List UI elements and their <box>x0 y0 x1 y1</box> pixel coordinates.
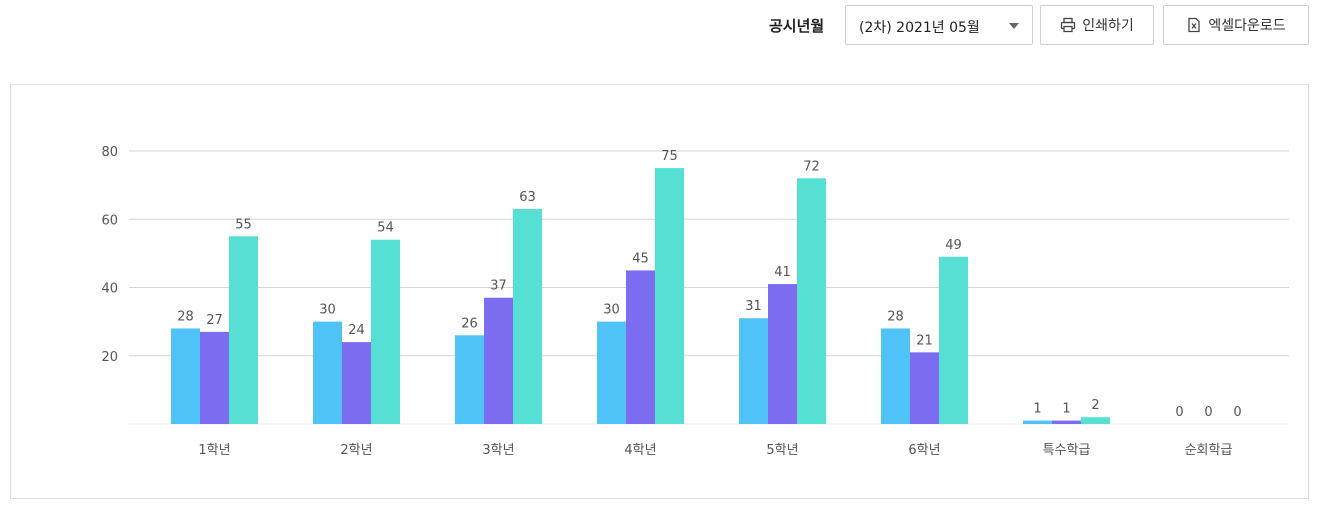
data-label: 63 <box>519 190 536 205</box>
data-label: 0 <box>1204 405 1212 420</box>
bar <box>513 209 542 424</box>
x-tick-label: 1학년 <box>198 443 230 458</box>
bar <box>910 352 939 424</box>
printer-icon <box>1061 17 1076 33</box>
bar <box>1052 420 1081 424</box>
bar <box>939 256 968 424</box>
data-label: 27 <box>206 313 223 328</box>
x-tick-label: 특수학급 <box>1043 443 1091 458</box>
bar <box>768 284 797 424</box>
bar <box>626 270 655 424</box>
bar <box>200 331 229 424</box>
bar <box>1023 420 1052 424</box>
bar <box>797 178 826 424</box>
data-label: 45 <box>632 251 649 266</box>
data-label: 24 <box>348 323 365 338</box>
data-label: 49 <box>945 238 962 253</box>
bar <box>229 236 258 424</box>
x-tick-label: 3학년 <box>482 443 514 458</box>
data-label: 1 <box>1033 402 1041 417</box>
data-label: 30 <box>319 303 336 318</box>
print-button[interactable]: 인쇄하기 <box>1040 5 1154 45</box>
toolbar: 공시년월 (2차) 2021년 05월 인쇄하기 엑셀다운로드 <box>0 0 1320 60</box>
data-label: 31 <box>745 299 762 314</box>
excel-file-icon <box>1188 17 1201 33</box>
chevron-down-icon <box>1009 23 1019 29</box>
bar <box>455 335 484 424</box>
data-label: 26 <box>461 316 478 331</box>
data-label: 1 <box>1062 402 1070 417</box>
bar <box>1081 417 1110 424</box>
period-select[interactable]: (2차) 2021년 05월 <box>845 5 1033 45</box>
data-label: 41 <box>774 265 791 280</box>
bar <box>597 321 626 424</box>
y-tick-label: 40 <box>101 282 118 297</box>
bar <box>484 297 513 424</box>
bar <box>171 328 200 424</box>
bar <box>655 168 684 424</box>
data-label: 30 <box>603 303 620 318</box>
period-select-value: (2차) 2021년 05월 <box>859 20 980 36</box>
data-label: 37 <box>490 279 507 294</box>
x-tick-label: 4학년 <box>624 443 656 458</box>
x-tick-label: 순회학급 <box>1185 443 1233 458</box>
print-button-label: 인쇄하기 <box>1082 18 1134 34</box>
x-tick-label: 2학년 <box>340 443 372 458</box>
data-label: 72 <box>803 159 820 174</box>
y-tick-label: 80 <box>101 145 118 160</box>
data-label: 21 <box>916 333 933 348</box>
y-tick-label: 60 <box>101 213 118 228</box>
data-label: 0 <box>1175 405 1183 420</box>
data-label: 2 <box>1091 398 1099 413</box>
y-tick-label: 20 <box>101 350 118 365</box>
bar <box>313 321 342 424</box>
x-tick-label: 6학년 <box>908 443 940 458</box>
x-tick-label: 5학년 <box>766 443 798 458</box>
data-label: 75 <box>661 149 678 164</box>
data-label: 54 <box>377 221 394 236</box>
data-label: 0 <box>1233 405 1241 420</box>
bar <box>739 318 768 424</box>
bar <box>342 342 371 424</box>
chart-panel: 20 40 60 80 28 27 55 1학년 30 24 54 2학년 26 37 63 3학년 30 45 7… <box>10 84 1309 499</box>
data-label: 28 <box>177 309 194 324</box>
excel-download-label: 엑셀다운로드 <box>1208 18 1286 34</box>
bar <box>371 239 400 424</box>
bar <box>881 328 910 424</box>
data-label: 55 <box>235 217 252 232</box>
excel-download-button[interactable]: 엑셀다운로드 <box>1163 5 1309 45</box>
period-label: 공시년월 <box>769 17 825 35</box>
data-label: 28 <box>887 309 904 324</box>
